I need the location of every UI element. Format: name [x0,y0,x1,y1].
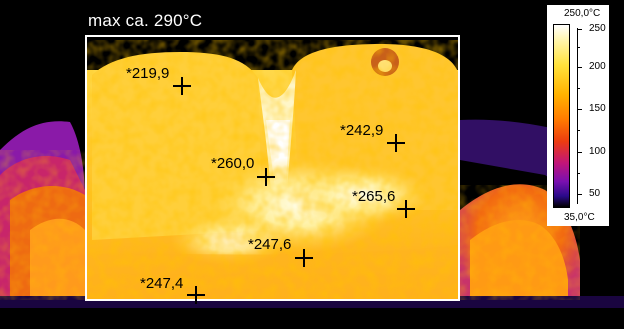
reading-label: *260,0 [211,155,255,172]
scale-tick-label: 200 [589,61,606,72]
scale-tick [577,194,582,195]
scale-tick-minor [577,130,580,131]
scale-tick [577,152,582,153]
scale-tick-label: 100 [589,146,606,157]
scale-min-label: 35,0°C [564,212,595,223]
reading-label: *219,9 [126,65,170,82]
scale-max-label: 250,0°C [564,8,601,19]
reading-label: *242,9 [340,122,384,139]
scale-tick [577,67,582,68]
crosshair-icon [173,77,191,95]
scale-tick-label: 250 [589,23,606,34]
crosshair-icon [257,168,275,186]
scale-axis [577,28,578,204]
roi-max-label: max ca. 290°C [88,11,203,30]
crosshair-icon [397,200,415,218]
roi-rectangle [85,35,460,301]
scale-tick-label: 150 [589,103,606,114]
scale-tick-label: 50 [589,188,601,199]
crosshair-icon [387,134,405,152]
scale-tick-minor [577,173,580,174]
crosshair-icon [187,286,205,304]
reading-label: *265,6 [352,188,396,205]
scale-tick [577,29,582,30]
reading-label: *247,4 [140,275,184,292]
reading-label: *247,6 [248,236,292,253]
scale-tick-minor [577,88,580,89]
color-scale-bar [553,24,570,208]
crosshair-icon [295,249,313,267]
scale-tick [577,109,582,110]
scale-tick-minor [577,47,580,48]
